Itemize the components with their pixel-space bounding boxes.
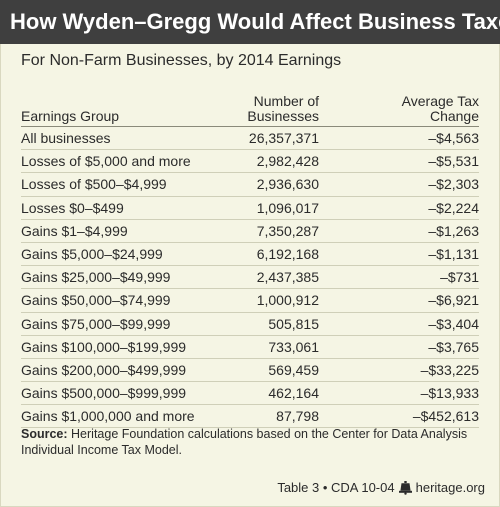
table-row: Gains $50,000–$74,999 1,000,912 –$6,921 [21, 289, 479, 313]
cell-earnings-group: Gains $1–$4,999 [21, 222, 128, 239]
cell-number-of-businesses: 462,164 [268, 385, 319, 402]
cell-average-tax-change: –$452,613 [412, 408, 479, 425]
cell-earnings-group: Losses of $500–$4,999 [21, 176, 167, 193]
table-row: Losses $0–$499 1,096,017 –$2,224 [21, 197, 479, 220]
cell-number-of-businesses: 6,192,168 [256, 245, 319, 262]
table-body: All businesses 26,357,371 –$4,563 Losses of… [21, 127, 479, 429]
cell-average-tax-change: –$5,531 [428, 153, 479, 170]
header-average-line1: Average Tax [401, 93, 479, 109]
cell-average-tax-change: –$3,765 [428, 338, 479, 355]
cell-earnings-group: Losses $0–$499 [21, 199, 124, 216]
cell-number-of-businesses: 2,982,428 [256, 153, 319, 170]
cell-number-of-businesses: 1,096,017 [256, 199, 319, 216]
cell-average-tax-change: –$6,921 [428, 292, 479, 309]
table-row: Gains $500,000–$999,999 462,164 –$13,933 [21, 382, 479, 406]
cell-earnings-group: Gains $1,000,000 and more [21, 408, 195, 425]
cell-average-tax-change: –$2,224 [428, 199, 479, 216]
cell-average-tax-change: –$3,404 [428, 315, 479, 332]
cell-number-of-businesses: 2,437,385 [256, 269, 319, 286]
header-divider [21, 126, 479, 127]
cell-number-of-businesses: 87,798 [276, 408, 319, 425]
header-average-tax-change: Average Tax Change [379, 94, 479, 124]
header-average-line2: Change [429, 108, 479, 124]
table-row: Gains $100,000–$199,999 733,061 –$3,765 [21, 336, 479, 359]
cell-earnings-group: Gains $25,000–$49,999 [21, 269, 171, 286]
header-earnings-group: Earnings Group [21, 108, 120, 124]
cell-earnings-group: Gains $5,000–$24,999 [21, 245, 163, 262]
data-table: Earnings Group Number of Businesses Aver… [21, 88, 479, 429]
table-row: Gains $1–$4,999 7,350,287 –$1,263 [21, 220, 479, 243]
cell-number-of-businesses: 2,936,630 [256, 176, 319, 193]
header-number-of-businesses: Number of Businesses [199, 94, 319, 124]
cell-earnings-group: Gains $500,000–$999,999 [21, 385, 187, 402]
table-row: Gains $5,000–$24,999 6,192,168 –$1,131 [21, 243, 479, 267]
table-row: Gains $200,000–$499,999 569,459 –$33,225 [21, 359, 479, 383]
cell-average-tax-change: –$33,225 [420, 361, 479, 378]
source-note: Source: Heritage Foundation calculations… [21, 426, 483, 458]
cell-earnings-group: Gains $75,000–$99,999 [21, 315, 171, 332]
table-row: All businesses 26,357,371 –$4,563 [21, 127, 479, 151]
table-reference: Table 3 • CDA 10-04 [277, 480, 395, 495]
cell-average-tax-change: –$1,131 [428, 245, 479, 262]
table-panel: For Non-Farm Businesses, by 2014 Earning… [0, 44, 500, 507]
cell-average-tax-change: –$2,303 [428, 176, 479, 193]
cell-earnings-group: Gains $200,000–$499,999 [21, 361, 187, 378]
cell-earnings-group: Losses of $5,000 and more [21, 153, 191, 170]
chart-subtitle: For Non-Farm Businesses, by 2014 Earning… [21, 52, 342, 69]
source-text: Heritage Foundation calculations based o… [21, 427, 468, 457]
cell-number-of-businesses: 7,350,287 [256, 222, 319, 239]
cell-number-of-businesses: 569,459 [268, 361, 319, 378]
footer: Table 3 • CDA 10-04 heritage.org [277, 480, 485, 495]
table-header: Earnings Group Number of Businesses Aver… [21, 88, 479, 126]
chart-title: How Wyden–Gregg Would Affect Business Ta… [0, 0, 500, 44]
cell-number-of-businesses: 1,000,912 [256, 292, 319, 309]
table-row: Gains $25,000–$49,999 2,437,385 –$731 [21, 266, 479, 290]
cell-earnings-group: All businesses [21, 130, 111, 146]
cell-number-of-businesses: 733,061 [268, 338, 319, 355]
table-row: Gains $1,000,000 and more 87,798 –$452,613 [21, 405, 479, 429]
cell-earnings-group: Gains $50,000–$74,999 [21, 292, 171, 309]
header-number-line1: Number of [253, 93, 319, 109]
site-name[interactable]: heritage.org [415, 480, 485, 495]
cell-average-tax-change: –$4,563 [428, 130, 479, 146]
table-row: Losses of $5,000 and more 2,982,428 –$5,53… [21, 150, 479, 174]
header-number-line2: Businesses [247, 108, 319, 124]
table-row: Losses of $500–$4,999 2,936,630 –$2,303 [21, 173, 479, 197]
cell-average-tax-change: –$13,933 [420, 385, 479, 402]
cell-number-of-businesses: 26,357,371 [248, 130, 319, 146]
source-label: Source: [21, 427, 68, 441]
cell-number-of-businesses: 505,815 [268, 315, 319, 332]
liberty-bell-icon [398, 480, 412, 495]
cell-average-tax-change: –$731 [440, 269, 479, 286]
cell-average-tax-change: –$1,263 [428, 222, 479, 239]
cell-earnings-group: Gains $100,000–$199,999 [21, 338, 187, 355]
table-row: Gains $75,000–$99,999 505,815 –$3,404 [21, 313, 479, 336]
